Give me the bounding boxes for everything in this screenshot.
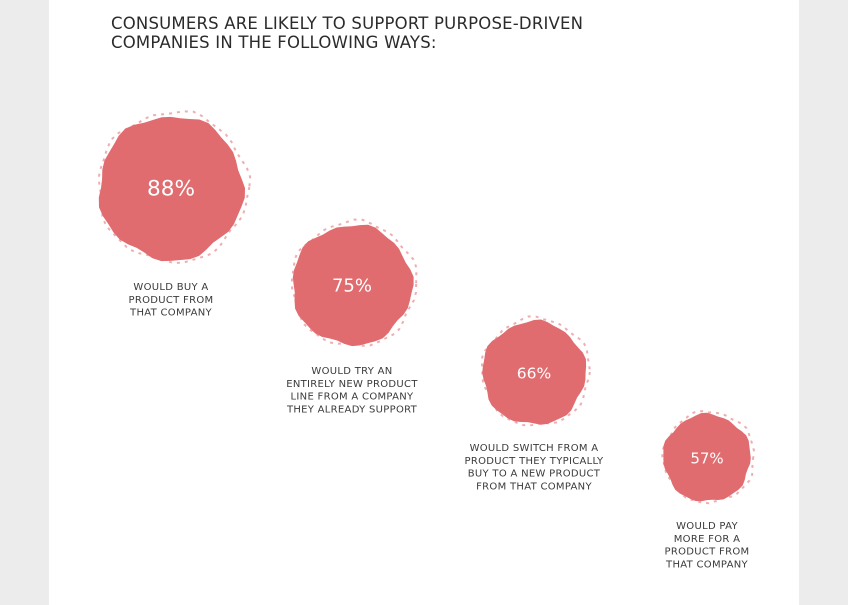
bubble-brush-edge xyxy=(290,218,418,347)
bubble-caption-line: THAT COMPANY xyxy=(665,559,748,570)
infographic-page: CONSUMERS ARE LIKELY TO SUPPORT PURPOSE-… xyxy=(49,0,799,605)
bubble-value-label: 88% xyxy=(147,177,195,202)
bubble-caption-line: PRODUCT FROM xyxy=(129,295,214,306)
bubble-caption-line: WOULD BUY A xyxy=(133,282,208,293)
bubble-group-2: 75% WOULD TRY AN ENTIRELY NEW PRODUCT LINE … xyxy=(286,218,418,415)
bubble-brush-edge xyxy=(661,410,756,505)
bubble-caption: WOULD TRY AN ENTIRELY NEW PRODUCT LINE FRO… xyxy=(286,366,418,415)
bubble-caption-line: THEY ALREADY SUPPORT xyxy=(286,404,418,415)
bubble-mark xyxy=(482,319,587,425)
bubble-mark xyxy=(98,116,245,262)
chart-title: CONSUMERS ARE LIKELY TO SUPPORT PURPOSE-… xyxy=(111,14,671,52)
bubble-caption: WOULD BUY A PRODUCT FROM THAT COMPANY xyxy=(129,282,214,319)
bubble-group-3: 66% WOULD SWITCH FROM A PRODUCT THEY TYPIC… xyxy=(465,315,605,492)
bubble-caption-line: ENTIRELY NEW PRODUCT xyxy=(286,379,418,390)
bubble-caption-line: MORE FOR A xyxy=(674,534,741,545)
bubble-caption-line: WOULD PAY xyxy=(676,521,738,532)
bubble-caption-line: WOULD TRY AN xyxy=(311,366,392,377)
bubble-group-4: 57% WOULD PAY MORE FOR A PRODUCT FROM THAT C… xyxy=(661,410,756,570)
chart-title-line-1: CONSUMERS ARE LIKELY TO SUPPORT PURPOSE-… xyxy=(111,14,584,33)
bubble-caption: WOULD PAY MORE FOR A PRODUCT FROM THAT COMP… xyxy=(665,521,750,570)
chart-title-line-2: COMPANIES IN THE FOLLOWING WAYS: xyxy=(111,33,437,52)
bubble-caption-line: PRODUCT FROM xyxy=(665,547,750,558)
bubble-group-1: 88% WOULD BUY A PRODUCT FROM THAT COMPANY xyxy=(97,110,252,319)
bubble-caption: WOULD SWITCH FROM A PRODUCT THEY TYPICALL… xyxy=(465,443,605,492)
bubble-chart: 88%WOULD BUY A PRODUCT FROM THAT COMPANY75… xyxy=(97,110,756,570)
bubble-mark xyxy=(663,412,751,502)
bubble-caption-line: LINE FROM A COMPANY xyxy=(291,392,414,403)
bubble-mark xyxy=(292,224,414,347)
bubble-value-label: 66% xyxy=(517,364,551,382)
bubble-caption-line: PRODUCT THEY TYPICALLY xyxy=(465,456,605,467)
bubble-caption-line: BUY TO A NEW PRODUCT xyxy=(468,469,601,480)
bubble-caption-line: WOULD SWITCH FROM A xyxy=(470,443,599,454)
bubble-value-label: 75% xyxy=(332,275,372,296)
bubble-value-label: 57% xyxy=(690,449,723,467)
bubble-caption-line: THAT COMPANY xyxy=(129,308,212,319)
bubble-caption-line: FROM THAT COMPANY xyxy=(476,481,592,492)
